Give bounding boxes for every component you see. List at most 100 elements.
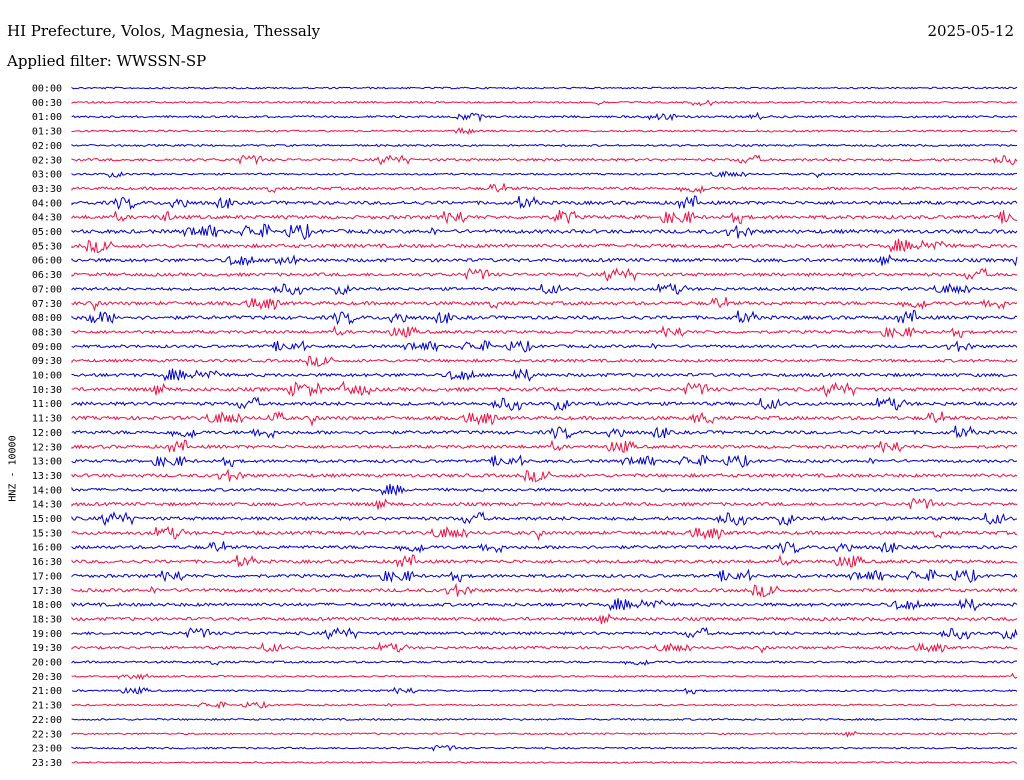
- time-tick-label: 12:30: [32, 442, 62, 453]
- seismic-trace: [71, 568, 1018, 584]
- trace-row-0800: 08:00: [32, 309, 1018, 326]
- time-tick-label: 15:30: [32, 528, 62, 539]
- trace-row-0300: 03:00: [32, 170, 1018, 181]
- seismic-trace: [71, 541, 1018, 555]
- seismic-trace: [71, 296, 1018, 312]
- time-tick-label: 23:30: [32, 758, 62, 769]
- seismic-trace: [71, 641, 1018, 654]
- seismic-trace: [71, 717, 1018, 722]
- trace-row-1030: 10:30: [32, 380, 1018, 398]
- time-tick-label: 04:00: [32, 198, 62, 209]
- seismic-trace: [71, 111, 1018, 123]
- trace-row-1000: 10:00: [32, 368, 1018, 382]
- time-tick-label: 00:00: [32, 84, 62, 95]
- trace-row-0530: 05:30: [32, 238, 1018, 254]
- time-tick-label: 06:00: [32, 256, 62, 267]
- seismic-trace: [71, 659, 1018, 667]
- time-tick-label: 03:30: [32, 184, 62, 195]
- time-tick-label: 07:30: [32, 299, 62, 310]
- trace-row-0430: 04:30: [32, 210, 1018, 225]
- trace-row-1500: 15:00: [32, 511, 1018, 527]
- trace-row-1900: 19:00: [32, 626, 1018, 640]
- time-tick-label: 01:30: [32, 127, 62, 138]
- trace-row-0100: 01:00: [32, 111, 1018, 123]
- time-tick-label: 03:00: [32, 170, 62, 181]
- trace-row-1200: 12:00: [32, 425, 1018, 440]
- time-tick-label: 05:00: [32, 227, 62, 238]
- seismic-trace: [71, 86, 1018, 90]
- time-tick-label: 13:00: [32, 457, 62, 468]
- time-tick-label: 04:30: [32, 213, 62, 224]
- time-tick-label: 08:00: [32, 313, 62, 324]
- seismic-trace: [71, 454, 1018, 468]
- time-tick-label: 06:30: [32, 270, 62, 281]
- trace-row-1300: 13:00: [32, 454, 1018, 468]
- time-tick-label: 21:30: [32, 701, 62, 712]
- trace-row-0930: 09:30: [32, 355, 1018, 368]
- time-tick-label: 11:30: [32, 414, 62, 425]
- time-tick-label: 14:30: [32, 500, 62, 511]
- seismic-trace: [71, 355, 1018, 368]
- trace-row-0400: 04:00: [32, 195, 1018, 211]
- seismic-trace: [71, 672, 1018, 681]
- time-tick-label: 17:00: [32, 571, 62, 582]
- seismic-trace: [71, 685, 1018, 695]
- time-tick-label: 05:30: [32, 241, 62, 252]
- seismic-trace: [71, 210, 1018, 225]
- trace-row-0130: 01:30: [32, 126, 1018, 138]
- trace-row-0200: 02:00: [32, 141, 1018, 152]
- time-tick-label: 12:00: [32, 428, 62, 439]
- seismic-trace: [71, 497, 1018, 510]
- time-tick-label: 18:00: [32, 600, 62, 611]
- seismic-trace: [71, 425, 1018, 440]
- seismic-trace: [71, 154, 1018, 166]
- time-tick-label: 07:00: [32, 284, 62, 295]
- time-tick-label: 09:30: [32, 356, 62, 367]
- time-tick-label: 13:30: [32, 471, 62, 482]
- time-tick-label: 09:00: [32, 342, 62, 353]
- trace-row-0600: 06:00: [32, 253, 1018, 267]
- trace-row-0700: 07:00: [32, 282, 1018, 295]
- time-tick-label: 02:30: [32, 155, 62, 166]
- trace-row-1430: 14:30: [32, 497, 1018, 511]
- trace-row-0230: 02:30: [32, 154, 1018, 166]
- seismic-trace: [71, 170, 1018, 179]
- trace-row-2100: 21:00: [32, 685, 1018, 697]
- seismic-trace: [71, 730, 1018, 738]
- trace-row-2300: 23:00: [32, 744, 1018, 755]
- time-tick-label: 15:00: [32, 514, 62, 525]
- time-tick-label: 08:30: [32, 327, 62, 338]
- seismic-trace: [71, 613, 1018, 625]
- seismic-trace: [71, 253, 1018, 267]
- seismic-trace: [71, 195, 1018, 211]
- trace-row-1400: 14:00: [32, 483, 1018, 497]
- seismic-trace: [71, 396, 1018, 412]
- time-tick-label: 17:30: [32, 586, 62, 597]
- seismic-trace: [71, 700, 1018, 710]
- time-tick-label: 22:30: [32, 729, 62, 740]
- time-tick-label: 22:00: [32, 715, 62, 726]
- time-tick-label: 19:30: [32, 643, 62, 654]
- station-title: HI Prefecture, Volos, Magnesia, Thessaly: [7, 22, 321, 40]
- seismic-trace: [71, 126, 1018, 135]
- seismic-trace: [71, 468, 1018, 483]
- trace-row-0900: 09:00: [32, 339, 1018, 353]
- trace-row-0730: 07:30: [32, 296, 1018, 312]
- trace-row-1230: 12:30: [32, 439, 1018, 454]
- seismic-trace: [71, 439, 1018, 454]
- seismic-trace: [71, 410, 1018, 427]
- seismic-trace: [71, 554, 1018, 568]
- seismic-trace: [71, 626, 1018, 640]
- seismic-trace: [71, 761, 1018, 764]
- trace-row-1730: 17:30: [32, 582, 1018, 598]
- time-tick-label: 19:00: [32, 629, 62, 640]
- trace-row-1930: 19:30: [32, 641, 1018, 654]
- trace-row-1100: 11:00: [32, 396, 1018, 412]
- seismic-trace: [71, 582, 1018, 598]
- trace-row-0830: 08:30: [32, 325, 1018, 339]
- trace-row-1600: 16:00: [32, 541, 1018, 555]
- record-date: 2025-05-12: [927, 22, 1014, 40]
- time-tick-label: 02:00: [32, 141, 62, 152]
- seismic-trace: [71, 99, 1017, 107]
